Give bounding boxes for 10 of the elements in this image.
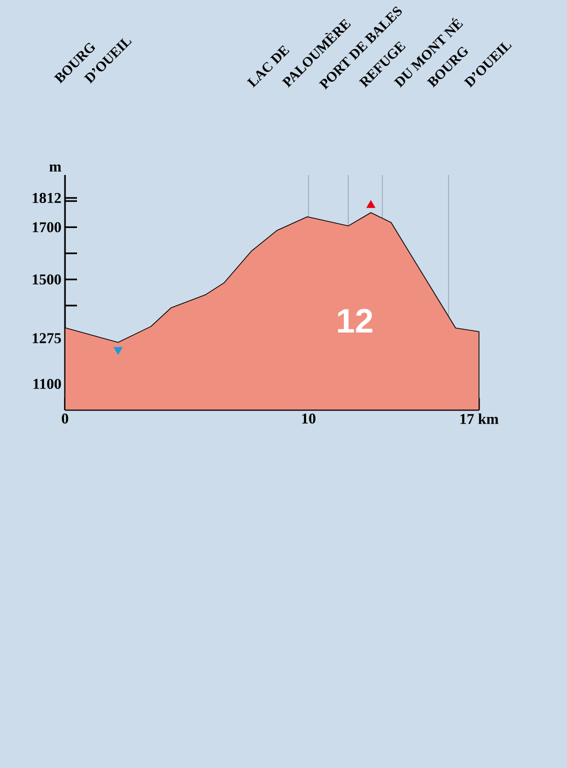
x-tick-label: 10: [302, 414, 316, 424]
y-tick-label: 1100: [34, 378, 61, 389]
x-tick-label: 0: [62, 414, 68, 424]
y-tick-label: 1275: [32, 333, 61, 344]
y-tick-label: 1700: [32, 222, 61, 232]
y-tick-label: 1500: [32, 274, 61, 284]
y-tick-label: 1812: [32, 192, 61, 204]
annotation: 12: [338, 308, 372, 333]
x-tick-label: 17 km: [460, 414, 498, 424]
y-axis-title: m: [49, 164, 62, 172]
